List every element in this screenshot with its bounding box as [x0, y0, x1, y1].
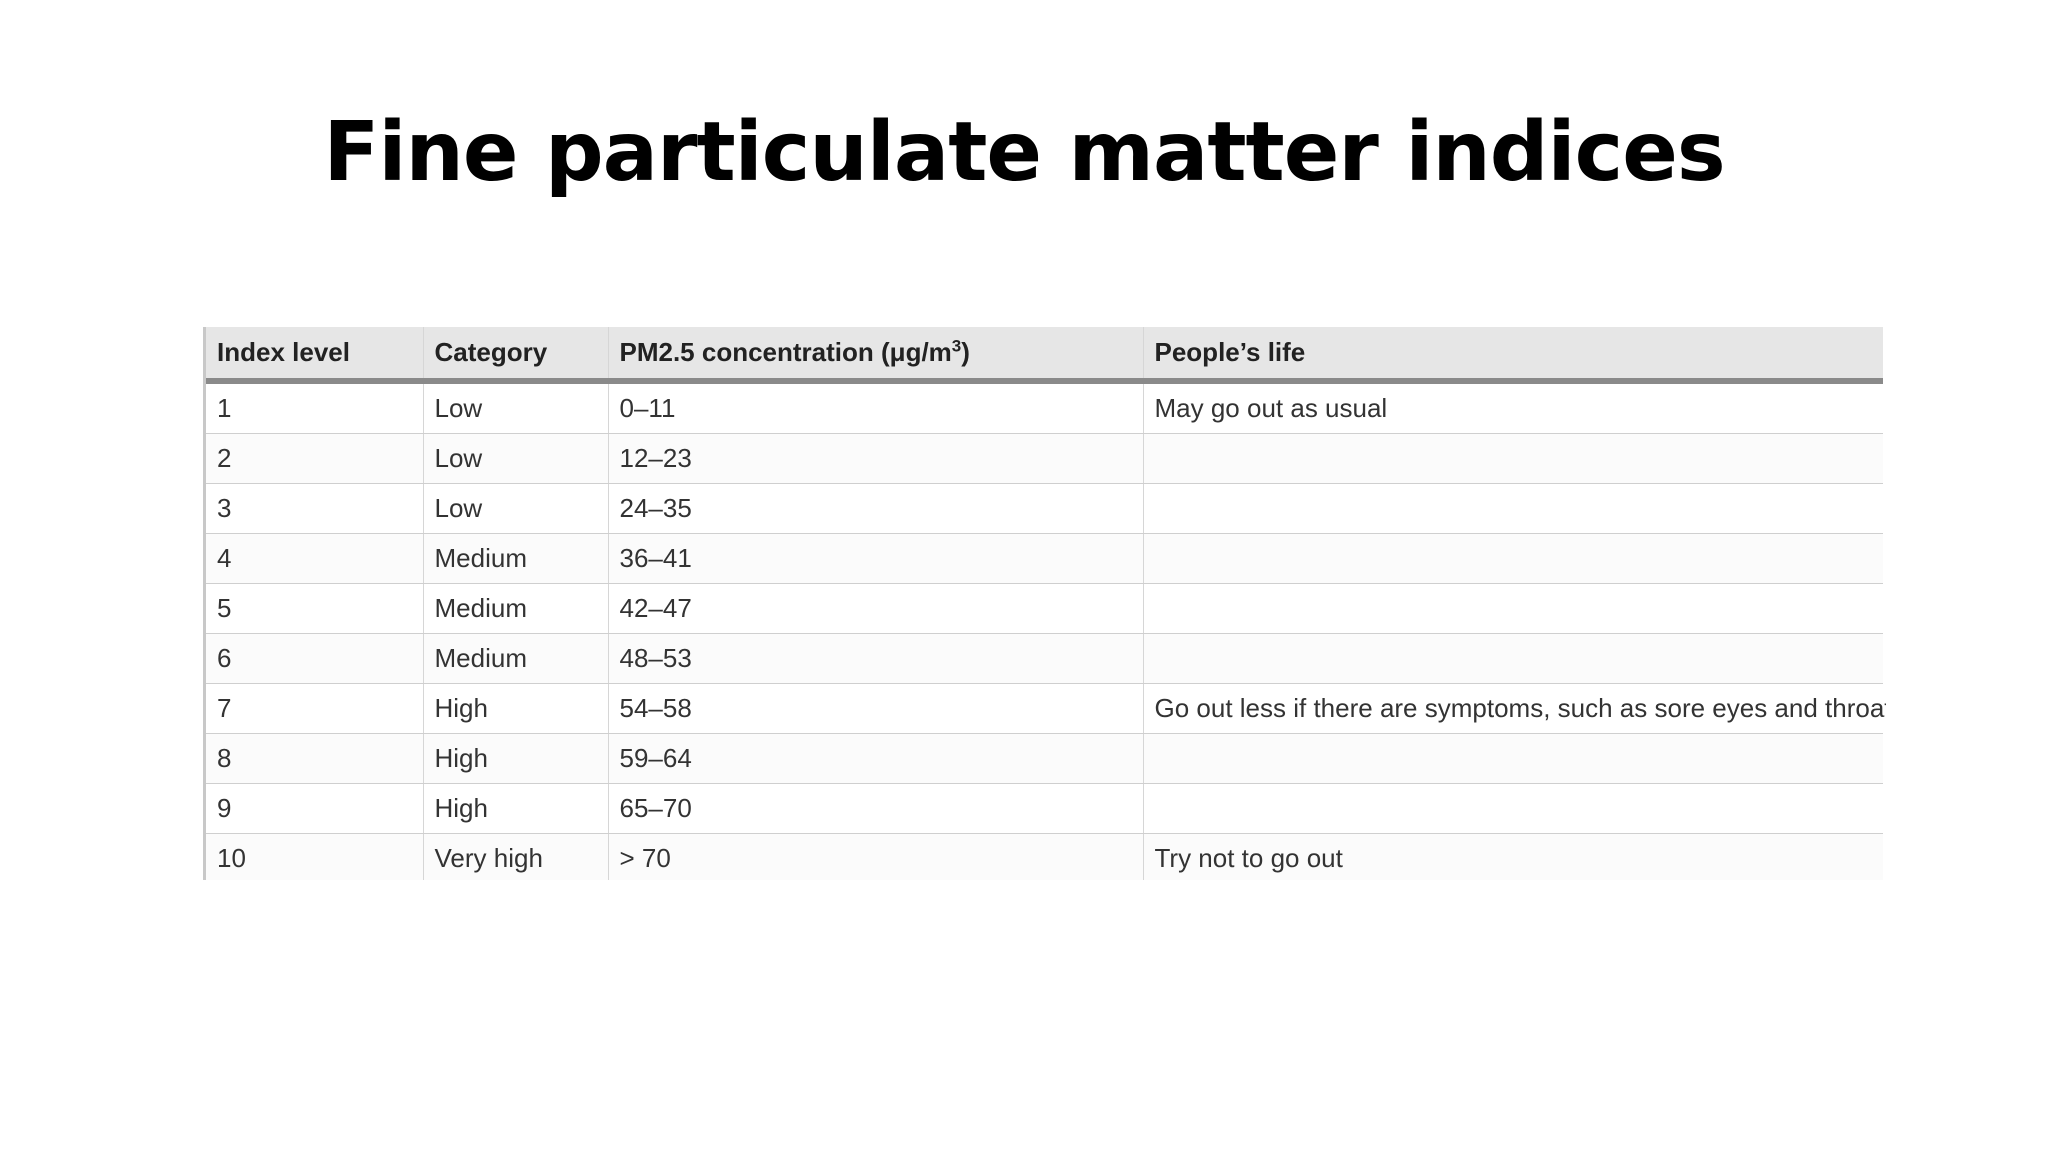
header-peoples-life: People’s life: [1143, 327, 1883, 384]
pm-index-table-container: Index level Category PM2.5 concentration…: [203, 327, 1886, 880]
cell-index-level: 1: [206, 381, 424, 434]
cell-index-level: 7: [206, 683, 424, 734]
table-row: 9 High 65–70: [206, 783, 1883, 834]
cell-category: Low: [423, 433, 609, 484]
table-row: 6 Medium 48–53: [206, 633, 1883, 684]
cell-index-level: 3: [206, 483, 424, 534]
cell-index-level: 5: [206, 583, 424, 634]
cell-peoples-life: Try not to go out: [1143, 833, 1883, 880]
cell-category: Medium: [423, 533, 609, 584]
header-concentration-close: ): [961, 337, 970, 367]
cell-concentration: 48–53: [608, 633, 1144, 684]
cell-peoples-life: [1143, 583, 1883, 634]
table-row: 10 Very high > 70 Try not to go out: [206, 833, 1883, 880]
cell-peoples-life: [1143, 633, 1883, 684]
cell-category: Medium: [423, 583, 609, 634]
header-concentration-exponent: 3: [951, 336, 962, 356]
cell-index-level: 2: [206, 433, 424, 484]
cell-concentration: > 70: [608, 833, 1144, 880]
cell-peoples-life: [1143, 433, 1883, 484]
cell-category: High: [423, 733, 609, 784]
cell-index-level: 10: [206, 833, 424, 880]
cell-peoples-life: May go out as usual: [1143, 381, 1883, 434]
table-row: 4 Medium 36–41: [206, 533, 1883, 584]
cell-category: Very high: [423, 833, 609, 880]
cell-category: Low: [423, 483, 609, 534]
cell-concentration: 65–70: [608, 783, 1144, 834]
cell-concentration: 59–64: [608, 733, 1144, 784]
cell-concentration: 42–47: [608, 583, 1144, 634]
cell-concentration: 12–23: [608, 433, 1144, 484]
table-row: 5 Medium 42–47: [206, 583, 1883, 634]
slide-title: Fine particulate matter indices: [323, 105, 1725, 200]
cell-category: Medium: [423, 633, 609, 684]
header-concentration: PM2.5 concentration (μg/m3): [608, 327, 1144, 384]
table-row: 8 High 59–64: [206, 733, 1883, 784]
pm-index-table: Index level Category PM2.5 concentration…: [206, 327, 1886, 880]
header-category: Category: [423, 327, 609, 384]
cell-concentration: 36–41: [608, 533, 1144, 584]
cell-concentration: 24–35: [608, 483, 1144, 534]
cell-concentration: 0–11: [608, 381, 1144, 434]
cell-peoples-life: Go out less if there are symptoms, such …: [1143, 683, 1886, 734]
table-row: 1 Low 0–11 May go out as usual: [206, 381, 1883, 434]
table-row: 7 High 54–58 Go out less if there are sy…: [206, 683, 1886, 734]
cell-category: Low: [423, 381, 609, 434]
table-header-row: Index level Category PM2.5 concentration…: [206, 327, 1883, 384]
table-row: 3 Low 24–35: [206, 483, 1883, 534]
header-concentration-text: PM2.5 concentration (μg/m: [619, 337, 952, 367]
header-index-level: Index level: [206, 327, 424, 384]
cell-peoples-life: [1143, 533, 1883, 584]
cell-category: High: [423, 783, 609, 834]
cell-index-level: 4: [206, 533, 424, 584]
cell-peoples-life: [1143, 783, 1883, 834]
cell-peoples-life: [1143, 733, 1883, 784]
cell-index-level: 9: [206, 783, 424, 834]
cell-category: High: [423, 683, 609, 734]
cell-index-level: 8: [206, 733, 424, 784]
cell-peoples-life: [1143, 483, 1883, 534]
cell-concentration: 54–58: [608, 683, 1144, 734]
table-row: 2 Low 12–23: [206, 433, 1883, 484]
cell-index-level: 6: [206, 633, 424, 684]
